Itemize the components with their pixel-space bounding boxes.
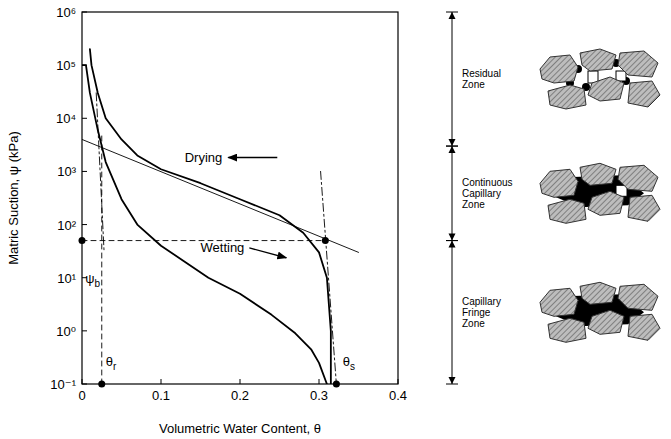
y-tick — [82, 12, 87, 13]
soil-grain — [618, 284, 658, 310]
x-axis-title: Volumetric Water Content, θ — [159, 421, 321, 436]
y-tick-label: 10⁴ — [56, 111, 76, 126]
annotation: θs — [343, 354, 355, 372]
series-line — [101, 134, 102, 384]
y-axis-title: Matric Suction, ψ (kPa) — [6, 131, 21, 265]
series-line — [96, 93, 104, 252]
soil-grain — [588, 77, 624, 101]
y-tick — [82, 224, 87, 225]
annotation-subscript: s — [350, 361, 355, 372]
zone-label-line: Capillary — [462, 188, 501, 199]
y-tick — [82, 118, 87, 119]
x-tick-label: 0.1 — [152, 388, 170, 403]
x-tick — [161, 379, 162, 384]
soil-grain — [618, 165, 658, 191]
soil-grain — [548, 318, 586, 342]
annotation-symbol: θ — [343, 354, 350, 369]
zone-label-line: Zone — [462, 318, 485, 329]
zone-label-line: Capillary — [462, 296, 501, 307]
zone-arrowhead — [449, 12, 456, 19]
soil-grain — [540, 169, 578, 197]
soil-grain — [540, 288, 578, 316]
zone-label-line: Zone — [462, 79, 485, 90]
annotation: ψb — [85, 271, 100, 289]
annotation-subscript: r — [113, 361, 117, 372]
x-tick — [240, 379, 241, 384]
zone-label: ResidualZone — [462, 68, 501, 90]
zone-bar — [452, 12, 453, 384]
point — [322, 237, 329, 244]
soil-grain — [628, 195, 660, 221]
y-tick — [82, 330, 87, 331]
soil-grain — [628, 314, 660, 340]
page: {"chart_data": { "type": "line", "log": … — [0, 0, 671, 439]
y-tick-label: 10⁰ — [56, 324, 76, 339]
soil-grain — [548, 199, 586, 223]
x-tick — [319, 379, 320, 384]
annotation-subscript: b — [94, 278, 100, 289]
annotation: Wetting — [201, 240, 245, 255]
point — [333, 381, 340, 388]
x-tick-label: 0.2 — [231, 388, 249, 403]
y-tick-label: 10⁵ — [56, 58, 76, 73]
soil-grain — [540, 55, 578, 83]
direction-arrow — [249, 248, 286, 258]
direction-arrow — [228, 157, 277, 158]
x-tick — [82, 379, 83, 384]
zone-label-line: Zone — [462, 199, 485, 210]
point — [79, 237, 86, 244]
annotation: θr — [106, 354, 117, 372]
zone-label-line: Fringe — [462, 307, 491, 318]
soil-grain — [580, 282, 616, 304]
soil-grain — [628, 81, 660, 107]
annotation-symbol: ψ — [85, 271, 94, 286]
soil-grain — [618, 51, 658, 77]
y-tick — [82, 171, 87, 172]
y-tick-label: 10² — [57, 218, 76, 233]
soil-grain — [588, 191, 624, 215]
y-tick-label: 10¹ — [57, 271, 76, 286]
chart: 0 0.1 0.2 0.3 0.4 10⁻¹ 10⁰ 10¹ 10² 10³ 10⁴ 10⁵ 10⁶ Vo… — [0, 0, 671, 439]
annotation: Drying — [185, 150, 223, 165]
zone-arrowhead — [449, 377, 456, 384]
soil-grain — [580, 163, 616, 185]
y-tick-label: 10⁻¹ — [50, 377, 76, 392]
zone-label: ContinuousCapillaryZone — [462, 177, 513, 210]
x-tick-label: 0.3 — [310, 388, 328, 403]
zone-label: CapillaryFringeZone — [462, 296, 501, 329]
y-tick — [82, 384, 87, 385]
zone-arrowhead — [449, 234, 456, 241]
annotation-symbol: θ — [106, 354, 113, 369]
plot-frame — [82, 12, 398, 384]
y-tick-label: 10⁶ — [56, 5, 76, 20]
plot-points — [79, 237, 340, 387]
soil-grain — [548, 85, 586, 109]
pore-icon — [540, 282, 660, 342]
pore-icon — [540, 163, 660, 223]
zone-arrowhead — [449, 139, 456, 146]
zone-arrowhead — [449, 146, 456, 153]
series-line — [321, 171, 337, 384]
point — [98, 381, 105, 388]
x-tick — [398, 379, 399, 384]
soil-grain — [580, 49, 616, 71]
y-tick-label: 10³ — [57, 164, 76, 179]
zone-arrowhead — [449, 241, 456, 248]
soil-grain — [588, 310, 624, 334]
zone-label-line: Continuous — [462, 177, 513, 188]
pore-air-bubble — [616, 71, 626, 81]
zone-label-line: Residual — [462, 68, 501, 79]
plot-lines — [82, 49, 359, 384]
x-tick-label: 0.4 — [389, 388, 407, 403]
pore-icon — [540, 49, 660, 109]
series-line — [82, 139, 359, 252]
x-tick-label: 0 — [78, 388, 85, 403]
